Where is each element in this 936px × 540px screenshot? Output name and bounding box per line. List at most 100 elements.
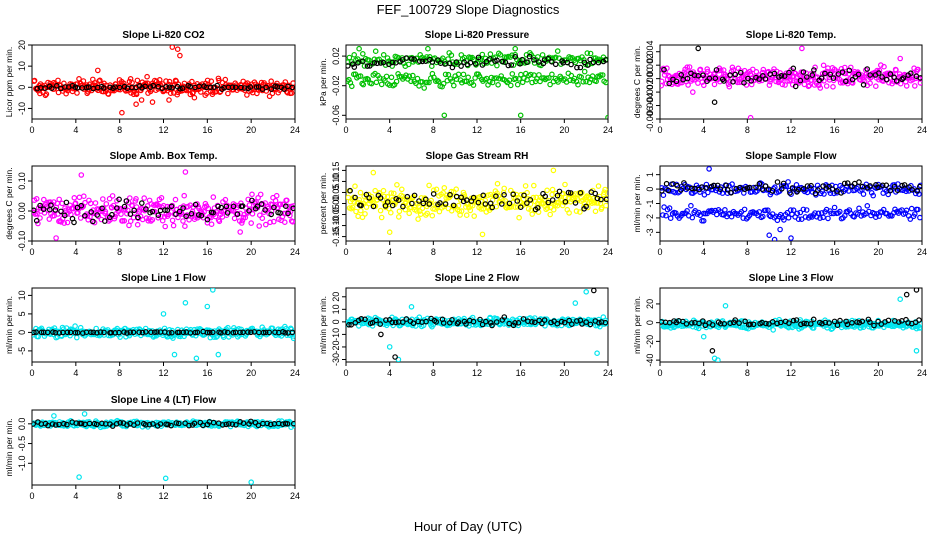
sample-point bbox=[409, 200, 415, 207]
x-tick-label: 24 bbox=[290, 368, 300, 378]
sample-point bbox=[700, 72, 706, 79]
data-point bbox=[448, 52, 455, 59]
sample-point bbox=[94, 329, 100, 336]
sample-point bbox=[856, 319, 863, 326]
data-point bbox=[516, 76, 522, 82]
outlier-point bbox=[169, 45, 176, 50]
data-point bbox=[190, 89, 196, 96]
sample-point bbox=[717, 186, 724, 193]
data-point bbox=[201, 209, 207, 215]
data-point bbox=[231, 215, 238, 222]
sample-point bbox=[169, 84, 175, 91]
x-tick-label: 16 bbox=[830, 368, 840, 378]
y-tick-label: -5 bbox=[17, 347, 27, 355]
sample-point bbox=[489, 322, 495, 329]
outlier-point bbox=[747, 114, 754, 119]
data-point bbox=[507, 82, 514, 89]
sample-point bbox=[666, 80, 673, 87]
sample-point bbox=[822, 70, 828, 77]
x-tick-label: 20 bbox=[559, 368, 569, 378]
sample-point bbox=[508, 62, 515, 68]
data-point bbox=[530, 182, 537, 189]
x-tick-label: 0 bbox=[343, 368, 348, 378]
sample-point bbox=[742, 318, 748, 325]
sample-point bbox=[195, 212, 202, 218]
data-point bbox=[124, 210, 130, 217]
x-tick-label: 8 bbox=[117, 368, 122, 378]
sample-point bbox=[883, 182, 890, 189]
data-point bbox=[550, 207, 557, 213]
data-point bbox=[597, 72, 604, 78]
data-point bbox=[357, 207, 364, 214]
sample-point bbox=[780, 180, 787, 187]
data-point bbox=[917, 80, 922, 86]
sample-point bbox=[389, 202, 396, 209]
outlier-point bbox=[903, 291, 910, 298]
sample-point bbox=[519, 56, 526, 63]
data-point bbox=[134, 77, 141, 84]
sample-point bbox=[422, 196, 429, 203]
outlier-point bbox=[709, 347, 716, 354]
sample-point bbox=[703, 185, 710, 191]
sample-point bbox=[849, 319, 855, 326]
sample-point bbox=[263, 84, 269, 91]
data-point bbox=[917, 214, 922, 221]
outlier-point bbox=[913, 288, 920, 293]
sample-point bbox=[277, 210, 283, 216]
data-point bbox=[577, 209, 583, 215]
data-point bbox=[487, 191, 494, 198]
sample-point bbox=[789, 185, 796, 191]
sample-point bbox=[271, 204, 277, 211]
x-tick-label: 8 bbox=[745, 247, 750, 257]
sample-point bbox=[260, 329, 267, 336]
sample-point bbox=[196, 83, 202, 90]
sample-point bbox=[291, 420, 295, 427]
outlier-point bbox=[182, 299, 189, 306]
outlier-point bbox=[160, 311, 167, 317]
sample-point bbox=[224, 210, 231, 216]
sample-point bbox=[165, 421, 171, 428]
sample-point bbox=[837, 317, 843, 324]
sample-point bbox=[696, 320, 702, 327]
sample-point bbox=[803, 74, 810, 80]
x-tick-label: 16 bbox=[202, 125, 212, 135]
sample-point bbox=[736, 184, 743, 191]
sample-point bbox=[769, 188, 776, 194]
data-point bbox=[357, 73, 364, 79]
data-point bbox=[726, 83, 733, 90]
data-point bbox=[512, 204, 519, 210]
data-point bbox=[527, 71, 534, 78]
data-point bbox=[841, 64, 848, 71]
sample-point bbox=[419, 58, 426, 65]
data-point bbox=[867, 80, 873, 87]
sample-point bbox=[166, 330, 172, 336]
outlier-point bbox=[605, 114, 608, 119]
sample-point bbox=[219, 422, 226, 428]
sample-point bbox=[410, 320, 417, 327]
x-tick-label: 4 bbox=[73, 247, 78, 257]
data-point bbox=[103, 201, 110, 207]
sample-point bbox=[487, 319, 494, 326]
x-tick-label: 20 bbox=[873, 368, 883, 378]
sample-point bbox=[482, 201, 489, 207]
data-point bbox=[268, 208, 275, 215]
data-point bbox=[512, 75, 519, 82]
data-point bbox=[463, 212, 470, 219]
outlier-point bbox=[711, 99, 718, 106]
y-tick-label: -30 bbox=[331, 353, 341, 366]
panel-title: Slope Line 3 Flow bbox=[749, 273, 834, 284]
plot-frame bbox=[31, 287, 296, 363]
data-point bbox=[453, 186, 460, 193]
data-point bbox=[695, 80, 701, 86]
data-point bbox=[805, 83, 812, 90]
sample-point bbox=[139, 329, 146, 336]
x-tick-label: 4 bbox=[701, 247, 706, 257]
sample-point bbox=[787, 190, 793, 196]
sample-point bbox=[736, 320, 742, 326]
data-point bbox=[845, 71, 852, 77]
sample-point bbox=[801, 320, 807, 327]
data-point bbox=[602, 186, 608, 193]
data-point bbox=[488, 74, 495, 81]
